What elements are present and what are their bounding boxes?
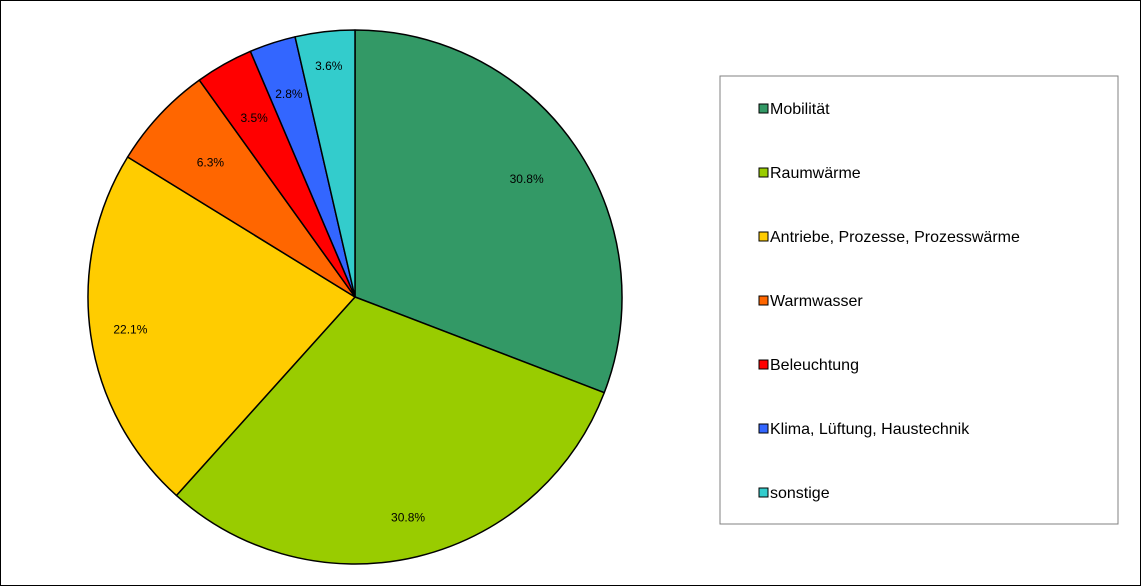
legend-box [719, 75, 1119, 525]
legend-swatch-mobilitaet [758, 103, 769, 114]
pie-slice-antriebe-prozesse-prozesswaerme [87, 156, 356, 497]
data-label-mobilitaet: 30.8% [510, 172, 544, 186]
legend-swatch-sonstige [758, 487, 769, 498]
pie-slice-labels: 30.8% 30.8% 22.1% 6.3% 3.5% 2.8% 3.6% [113, 59, 544, 524]
pie-slice-raumwaerme [175, 296, 606, 565]
legend-label-mobilitaet: Mobilität [770, 101, 830, 118]
data-label-antriebe-prozesse-prozesswaerme: 22.1% [113, 322, 147, 336]
legend-swatch-antriebe-prozesse-prozesswaerme [758, 231, 769, 242]
pie-slice-sonstige [294, 29, 356, 298]
legend-label-klima-lueftung-haustechnik: Klima, Lüftung, Haustechnik [770, 421, 970, 438]
legend-label-beleuchtung: Beleuchtung [770, 357, 859, 374]
legend-label-raumwaerme: Raumwärme [770, 165, 861, 182]
legend-swatch-raumwaerme [758, 167, 769, 178]
legend-label-antriebe-prozesse-prozesswaerme: Antriebe, Prozesse, Prozesswärme [770, 229, 1020, 246]
legend-swatch-beleuchtung [758, 359, 769, 370]
legend-label-sonstige: sonstige [770, 485, 830, 502]
legend-swatch-klima-lueftung-haustechnik [758, 423, 769, 434]
legend: Mobilität Raumwärme Antriebe, Prozesse, Pr… [719, 75, 1119, 525]
legend-swatch-warmwasser [758, 295, 769, 306]
data-label-warmwasser: 6.3% [197, 155, 225, 169]
legend-label-warmwasser: Warmwasser [770, 293, 863, 310]
data-label-beleuchtung: 3.5% [240, 111, 268, 125]
pie-slices [87, 29, 623, 565]
pie-slice-mobilitaet [354, 29, 623, 394]
data-label-klima-lueftung-haustechnik: 2.8% [275, 87, 303, 101]
data-label-sonstige: 3.6% [315, 59, 343, 73]
data-label-raumwaerme: 30.8% [391, 511, 425, 525]
